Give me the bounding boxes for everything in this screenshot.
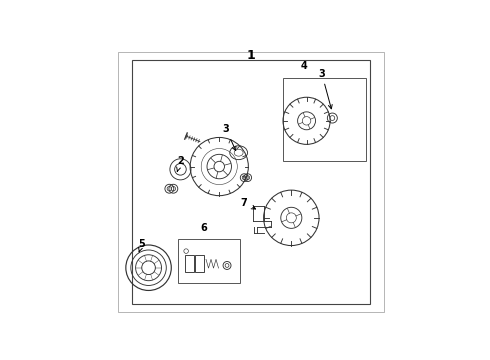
Text: 3: 3 xyxy=(318,69,332,109)
Bar xyxy=(178,239,240,283)
Text: 4: 4 xyxy=(300,61,307,71)
Text: 5: 5 xyxy=(138,239,145,252)
Bar xyxy=(283,78,366,161)
Text: 1: 1 xyxy=(247,49,255,62)
Text: 7: 7 xyxy=(241,198,255,209)
Bar xyxy=(132,60,370,304)
Text: 2: 2 xyxy=(177,156,184,172)
Text: 3: 3 xyxy=(223,124,236,150)
Bar xyxy=(195,255,204,273)
Bar xyxy=(185,255,194,273)
Text: 6: 6 xyxy=(200,223,207,233)
